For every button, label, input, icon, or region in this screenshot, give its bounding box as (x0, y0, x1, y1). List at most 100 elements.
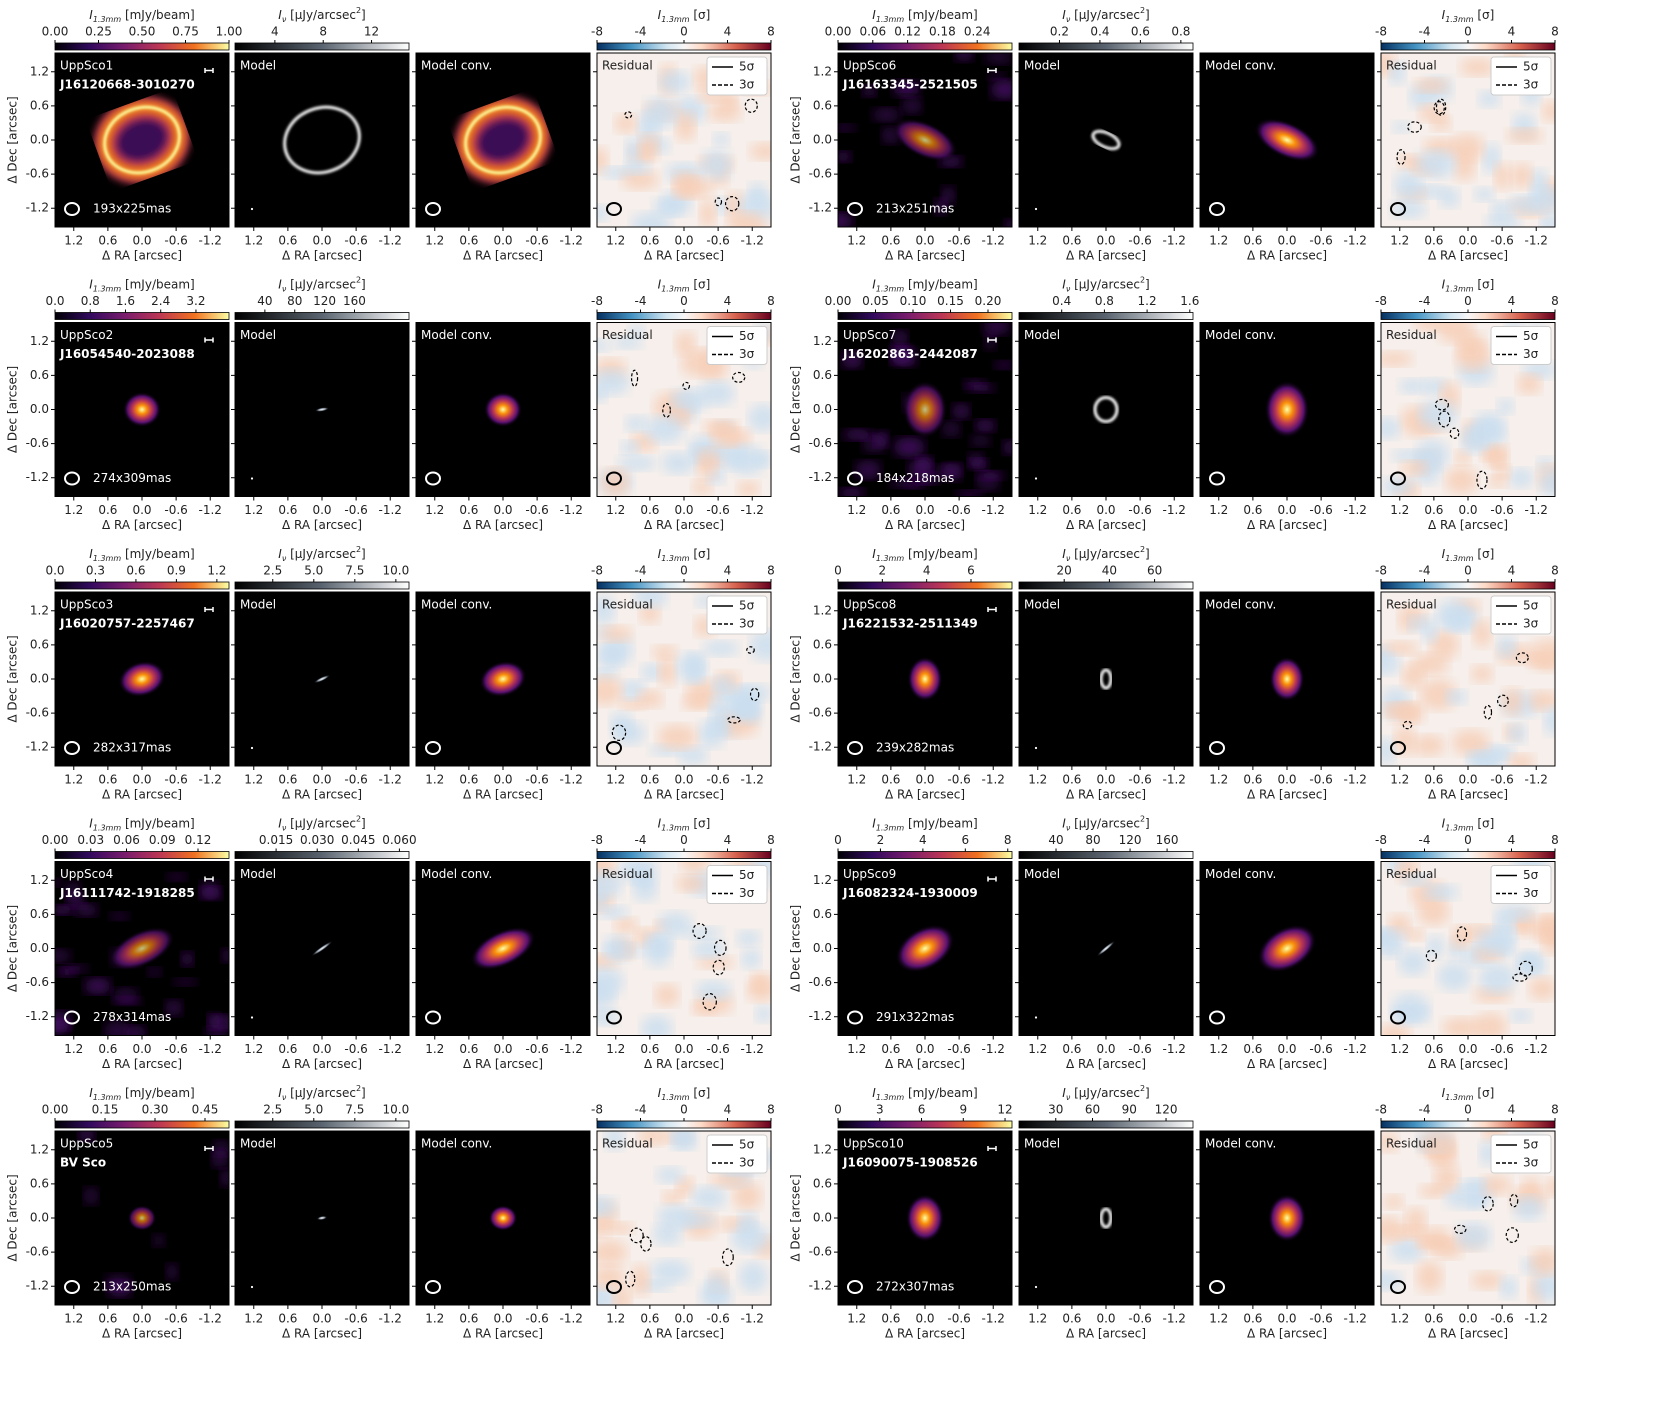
residual-noise (1381, 927, 1406, 953)
scale-bar (204, 607, 214, 612)
y-tick-label: -0.6 (809, 436, 832, 450)
residual-contour (1438, 410, 1451, 428)
panel-title: Residual (1386, 328, 1437, 342)
residual-contour (702, 993, 717, 1011)
residual-noise (654, 983, 680, 1007)
colorbar-tick-label: 1.6 (116, 294, 135, 308)
label-symbol: I (658, 277, 662, 291)
residual-noise (1456, 331, 1485, 358)
y-tick-label: -0.6 (26, 167, 49, 181)
x-tick-label: 0.0 (915, 1312, 934, 1326)
colorbar-tick-label: 0.25 (85, 25, 112, 39)
y-tick-label: -0.6 (809, 1245, 832, 1259)
colorbar (54, 1120, 230, 1129)
residual-noise (691, 479, 713, 495)
colorbar-tick-label: 0.0 (45, 564, 64, 578)
colorbar-label: I1.3mm [mJy/beam] (89, 1086, 194, 1102)
label-unit: [mJy/beam] (121, 1086, 195, 1100)
residual-noise (1402, 873, 1431, 886)
emission (122, 391, 162, 428)
panel (1019, 592, 1193, 766)
x-tick-label: -0.6 (706, 503, 729, 517)
panel-title: Residual (1386, 59, 1437, 73)
x-tick-label: -0.6 (344, 503, 367, 517)
x-axis-label: Δ RA [arcsec] (1428, 788, 1508, 802)
residual-noise (612, 1284, 632, 1305)
y-tick-label: -1.2 (26, 1279, 49, 1293)
x-tick-label: 1.2 (1028, 773, 1047, 787)
emission (127, 1205, 157, 1231)
residual-noise (670, 1131, 698, 1150)
residual-noise (691, 1000, 716, 1015)
colorbar-tick-label: 0 (680, 833, 688, 847)
x-tick-label: 0.6 (1424, 1312, 1443, 1326)
panel-title: Model (240, 1137, 276, 1151)
panel (416, 53, 590, 227)
residual-noise (1416, 149, 1457, 179)
x-tick-label: 1.2 (1390, 773, 1409, 787)
colorbar (837, 312, 1013, 320)
x-tick-label: 1.2 (1028, 1312, 1047, 1326)
x-tick-label: -1.2 (982, 503, 1005, 517)
legend-label: 3σ (739, 347, 755, 361)
residual-noise (1423, 884, 1459, 901)
source-id: J16090075-1908526 (842, 1156, 978, 1170)
label-close: ] (361, 8, 366, 22)
residual-noise (656, 1167, 684, 1184)
label-sub: 1.3mm (876, 1093, 905, 1102)
beam (1390, 1010, 1406, 1025)
colorbar-tick-label: 2.5 (263, 1103, 282, 1117)
y-tick-label: -0.6 (26, 706, 49, 720)
x-tick-label: 1.2 (1209, 1042, 1228, 1056)
x-tick-label: 1.2 (244, 503, 263, 517)
y-tick-label: 1.2 (30, 873, 49, 887)
y-tick-label: 1.2 (813, 603, 832, 617)
x-axis-label: Δ RA [arcsec] (1428, 518, 1508, 532)
noise (220, 1169, 229, 1187)
residual-noise (1472, 619, 1492, 648)
x-tick-label: -1.2 (982, 773, 1005, 787)
residual-noise (1382, 476, 1414, 496)
x-tick-label: 0.0 (1096, 234, 1115, 248)
residual-noise (1450, 926, 1471, 950)
residual-noise (1541, 100, 1555, 123)
label-unit: [μJy/arcsec (1070, 277, 1140, 291)
panel-title: Model (1024, 1137, 1060, 1151)
colorbar-tick-label: 80 (287, 294, 302, 308)
panel (55, 322, 229, 497)
legend-label: 5σ (739, 329, 755, 343)
x-tick-label: 0.6 (1062, 234, 1081, 248)
residual-contour (682, 381, 691, 390)
emission (892, 118, 958, 162)
beam (1390, 202, 1406, 216)
noise (1002, 440, 1012, 455)
colorbar-tick-label: 5.0 (304, 1103, 323, 1117)
beam-label: 282x317mas (93, 741, 171, 755)
label-sup: 2 (1140, 545, 1145, 554)
x-tick-label: 0.0 (674, 503, 693, 517)
model (1099, 668, 1113, 690)
emission (907, 656, 943, 702)
residual-contour (625, 1270, 636, 1288)
colorbar-tick-label: 1.2 (1138, 294, 1157, 308)
x-tick-label: -0.6 (344, 773, 367, 787)
x-tick-label: -1.2 (1344, 234, 1367, 248)
panel-title: Residual (602, 867, 653, 881)
beam (250, 207, 254, 211)
noise (207, 1012, 221, 1030)
colorbar-tick-label: 4 (724, 833, 732, 847)
x-tick-label: 0.6 (1424, 503, 1443, 517)
legend-label: 5σ (739, 868, 755, 882)
residual-noise (1541, 929, 1555, 955)
residual-noise (638, 1131, 666, 1146)
label-unit: [σ] (1474, 277, 1495, 291)
beam (64, 202, 80, 216)
residual-noise (729, 702, 759, 719)
x-axis-label: Δ RA [arcsec] (102, 788, 182, 802)
x-tick-label: -1.2 (1344, 773, 1367, 787)
colorbar-tick-label: 0.50 (129, 25, 156, 39)
x-tick-label: 1.2 (1028, 1042, 1047, 1056)
residual-noise (630, 1264, 651, 1296)
residual-contour (744, 98, 758, 113)
residual-noise (699, 198, 717, 227)
